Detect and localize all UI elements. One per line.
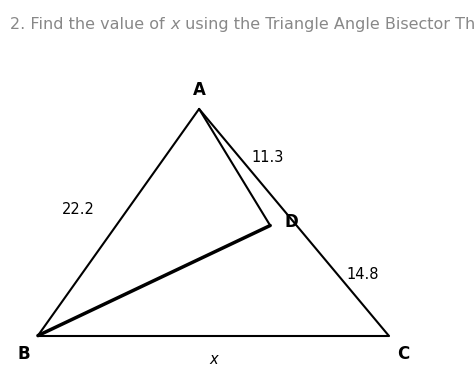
- Text: A: A: [192, 81, 206, 99]
- Text: using the Triangle Angle Bisector Theorem.: using the Triangle Angle Bisector Theore…: [180, 17, 474, 32]
- Text: x: x: [170, 17, 180, 32]
- Text: 2. Find the value of: 2. Find the value of: [10, 17, 170, 32]
- Text: B: B: [18, 345, 30, 363]
- Text: 11.3: 11.3: [251, 150, 283, 165]
- Text: 22.2: 22.2: [62, 202, 95, 217]
- Text: D: D: [284, 213, 298, 231]
- Text: C: C: [397, 345, 409, 363]
- Text: 14.8: 14.8: [346, 266, 379, 282]
- Text: x: x: [209, 352, 218, 367]
